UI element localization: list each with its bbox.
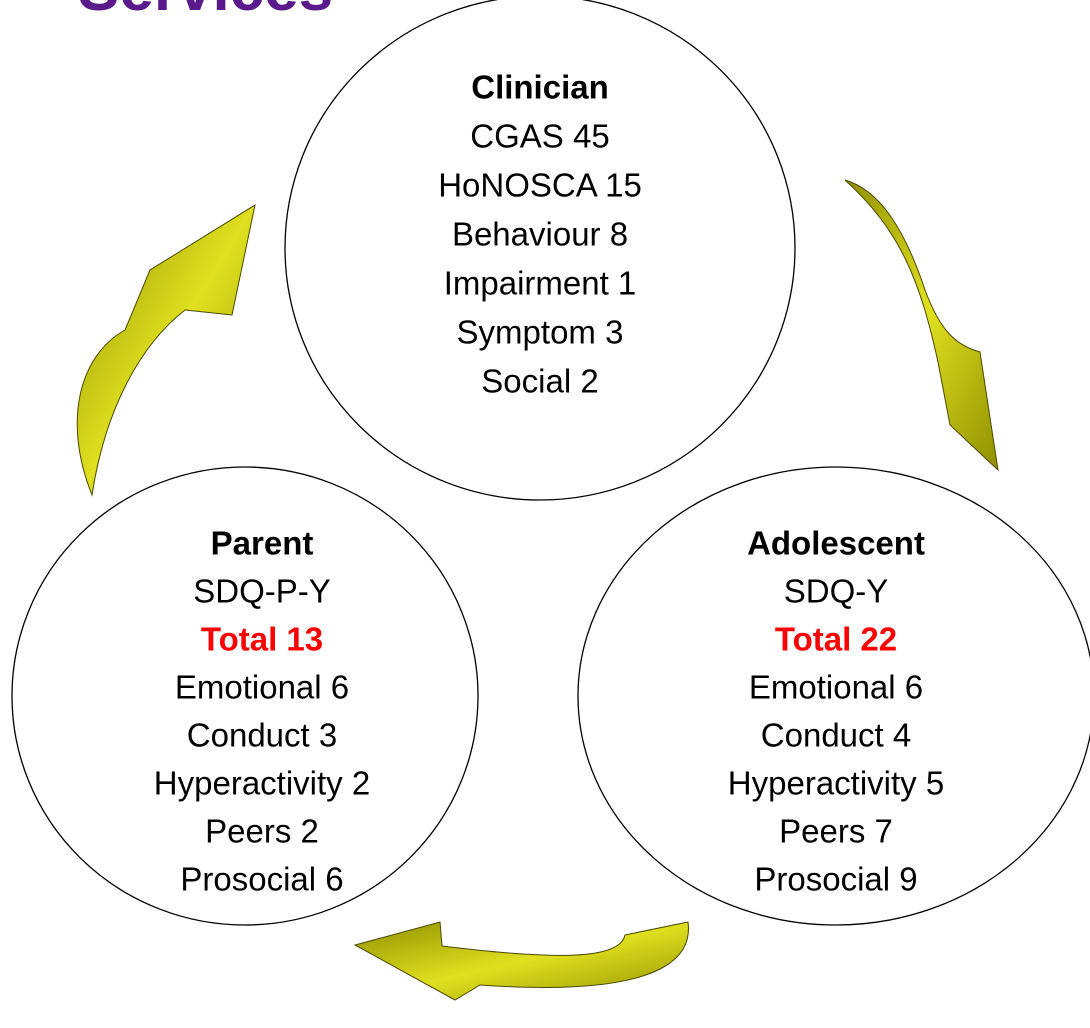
score-line: Impairment 1: [444, 265, 637, 302]
score-line: Social 2: [481, 363, 598, 400]
title: Services: [78, 0, 333, 24]
total: Total 13: [201, 621, 323, 658]
node-label: Adolescent: [747, 525, 925, 562]
arrow: [353, 921, 689, 1001]
node-texts: Clinician CGAS 45 HoNOSCA 15 Behaviour 8 Imp…: [154, 69, 944, 898]
arrow: [76, 203, 256, 497]
adolescent-circle: [577, 466, 1090, 926]
score-line: Prosocial 9: [754, 861, 917, 898]
instrument: SDQ-P-Y: [193, 573, 331, 610]
clinician-circle: [284, 0, 796, 501]
score-line: Peers 2: [205, 813, 319, 850]
score-line: Symptom 3: [457, 314, 624, 351]
parent-circle: [11, 466, 479, 926]
score-line: Behaviour 8: [452, 216, 628, 253]
score-line: Emotional 6: [749, 669, 923, 706]
score-line: Prosocial 6: [180, 861, 343, 898]
score-line: Emotional 6: [175, 669, 349, 706]
arrow: [844, 179, 999, 472]
instrument: SDQ-Y: [784, 573, 889, 610]
score-line: Peers 7: [779, 813, 893, 850]
score-line: CGAS 45: [470, 118, 609, 155]
node-label: Parent: [211, 525, 314, 562]
score-line: HoNOSCA 15: [438, 167, 642, 204]
total: Total 22: [775, 621, 897, 658]
score-line: Hyperactivity 2: [154, 765, 370, 802]
node-label: Clinician: [471, 69, 609, 106]
score-line: Conduct 3: [187, 717, 337, 754]
score-line: Conduct 4: [761, 717, 911, 754]
score-line: Hyperactivity 5: [728, 765, 944, 802]
